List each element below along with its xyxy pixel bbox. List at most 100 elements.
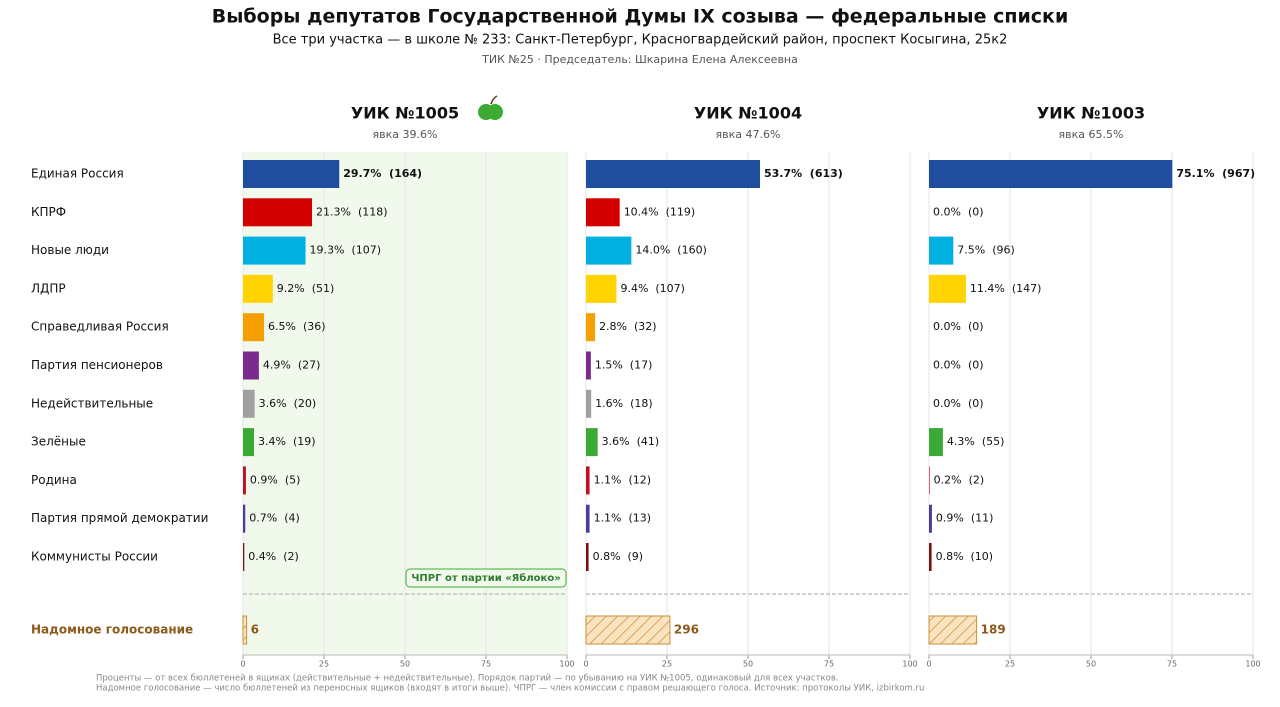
x-tick-label: 75 [481,660,491,669]
value-label: 0.8% (10) [936,550,994,563]
bar [929,428,943,457]
x-tick-label: 25 [319,660,329,669]
bar [243,504,246,533]
category-label: Коммунисты России [31,550,158,564]
value-label: 14.0% (160) [635,244,707,257]
x-tick-label: 25 [662,660,672,669]
home-value-label: 6 [251,623,259,637]
bar [929,466,930,495]
panel-subtitle: явка 47.6% [716,128,781,141]
category-label: ЛДПР [31,281,66,295]
value-label: 3.4% (19) [258,435,316,448]
value-label: 1.1% (12) [594,473,652,486]
note: ТИК №25 · Председатель: Шкарина Елена Ал… [481,53,798,66]
value-label: 0.0% (0) [933,359,984,372]
value-label: 1.6% (18) [595,397,653,410]
bar [586,198,620,227]
chart-title: Выборы депутатов Государственной Думы IX… [212,6,1069,28]
home-bar [585,615,671,645]
annotation-box [405,568,567,588]
value-label: 21.3% (118) [316,205,388,218]
value-label: 0.0% (0) [933,205,984,218]
bar [243,236,306,265]
value-label: 11.4% (147) [970,282,1042,295]
category-label: Зелёные [31,435,86,449]
home-label: Надомное голосование [31,623,193,637]
x-tick-label: 0 [240,660,245,669]
category-label: Справедливая Россия [31,320,169,334]
value-label: 0.9% (5) [250,473,301,486]
x-tick-label: 0 [583,660,588,669]
value-label: 1.5% (17) [595,359,653,372]
value-label: 3.6% (41) [602,435,660,448]
x-tick-label: 100 [559,660,574,669]
bar [929,274,966,303]
panel-title: УИК №1003 [1037,104,1145,123]
panel-subtitle: явка 39.6% [373,128,438,141]
category-label: Партия прямой демократии [31,511,208,525]
annotation: ЧПРГ от партии «Яблоко» [411,572,560,584]
x-tick-label: 75 [1167,660,1177,669]
bar [243,389,255,418]
value-label: 10.4% (119) [624,205,696,218]
bar [929,236,954,265]
bar [586,351,591,380]
value-label: 3.6% (20) [259,397,317,410]
panel-title: УИК №1004 [694,104,802,123]
x-tick-label: 50 [1086,660,1096,669]
category-label: Родина [31,473,77,487]
bar [586,236,632,265]
bar [243,351,259,380]
x-tick-label: 75 [824,660,834,669]
x-tick-label: 25 [1005,660,1015,669]
bar [243,466,246,495]
subtitle: Все три участка — в школе № 233: Санкт-П… [273,33,1008,48]
value-label: 4.3% (55) [947,435,1005,448]
bar [243,160,340,188]
value-label: 75.1% (967) [1176,167,1255,180]
value-label: 1.1% (13) [594,512,652,525]
value-label: 7.5% (96) [957,244,1015,257]
bar [929,543,932,571]
bar [929,504,932,533]
bar [586,504,590,533]
x-tick-label: 100 [1245,660,1260,669]
footnote: Надомное голосование — число бюллетеней … [96,684,924,694]
bar [243,313,265,342]
category-label: Недействительные [31,396,153,410]
value-label: 9.2% (51) [277,282,335,295]
value-label: 6.5% (36) [268,320,326,333]
bar [243,198,313,227]
bar [929,160,1173,188]
home-bar [242,615,248,645]
category-label: Единая Россия [31,167,124,181]
x-tick-label: 50 [400,660,410,669]
value-label: 0.0% (0) [933,397,984,410]
panel-title: УИК №1005 [351,104,459,123]
bar [586,543,589,571]
value-label: 29.7% (164) [343,167,422,180]
value-label: 0.4% (2) [248,550,299,563]
home-bar [928,615,978,645]
bar [586,428,598,457]
bar [243,428,255,457]
value-label: 0.0% (0) [933,320,984,333]
value-label: 19.3% (107) [310,244,382,257]
value-label: 53.7% (613) [764,167,843,180]
value-label: 0.9% (11) [936,512,994,525]
x-tick-label: 100 [902,660,917,669]
bar [586,466,590,495]
home-value-label: 189 [981,623,1006,637]
x-tick-label: 50 [743,660,753,669]
bar [586,389,592,418]
apple-icon [478,95,503,120]
category-label: КПРФ [31,205,66,219]
bar [586,274,617,303]
category-label: Новые люди [31,243,109,257]
x-tick-label: 0 [926,660,931,669]
value-label: 9.4% (107) [620,282,685,295]
bar [243,543,245,571]
bar [586,160,760,188]
bar [243,274,273,303]
